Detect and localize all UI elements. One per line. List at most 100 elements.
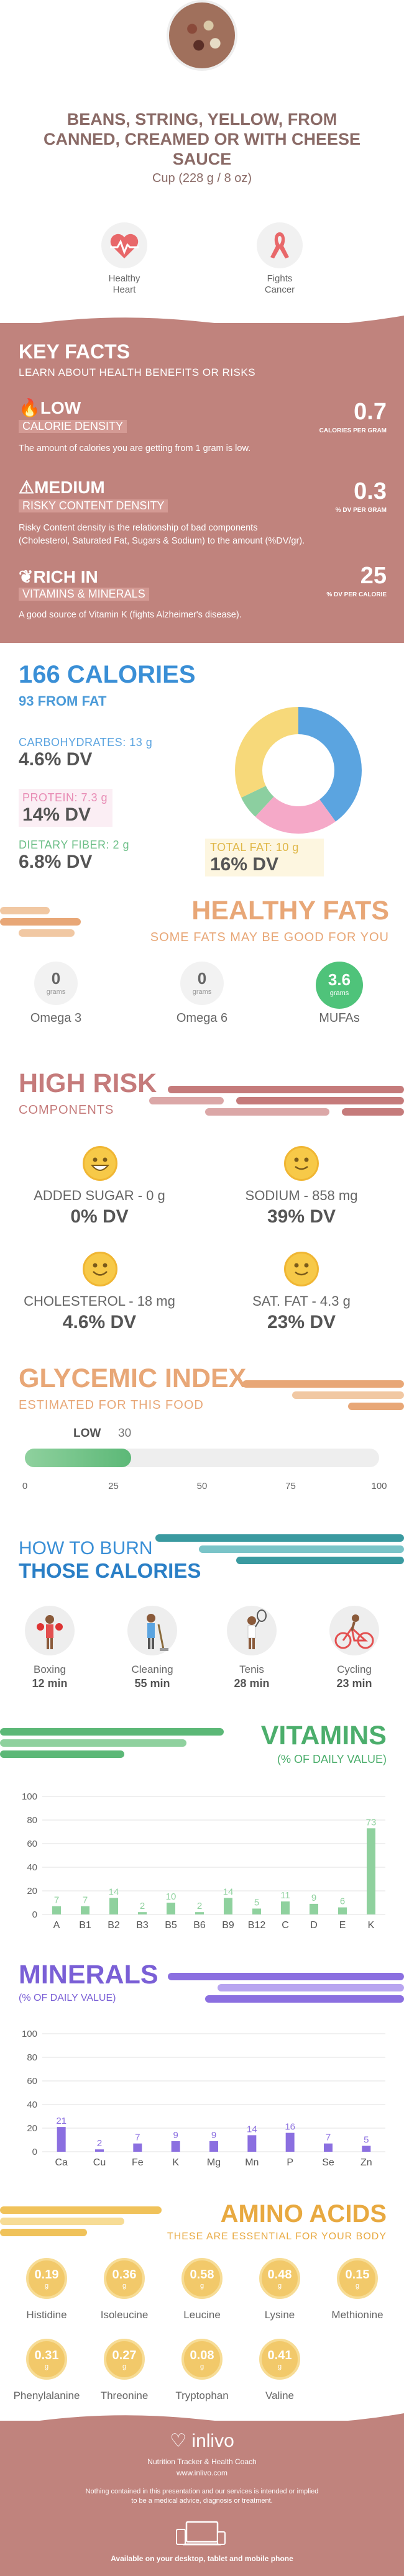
ribbon-icon xyxy=(257,222,303,268)
burn-time-cycling: 23 min xyxy=(336,1677,372,1690)
key-facts-wave xyxy=(0,316,404,329)
burn-label-cycling: Cycling xyxy=(337,1663,372,1675)
amino-unit: g xyxy=(44,2282,49,2290)
mineral-bar xyxy=(285,2132,295,2152)
amino-badge: 0.15 g xyxy=(337,2258,378,2299)
key-facts-subtitle: LEARN ABOUT HEALTH BENEFITS OR RISKS xyxy=(19,366,256,378)
devices-icon xyxy=(0,2518,404,2552)
vitamin-value-label: 14 xyxy=(109,1886,119,1897)
decor-stripe xyxy=(0,2206,162,2214)
key-fact-unit-2: % DV PER GRAM xyxy=(335,507,387,514)
tennis-icon xyxy=(227,1606,277,1655)
burn-time-boxing: 12 min xyxy=(32,1677,68,1690)
amino-value: 0.27 xyxy=(112,2349,137,2362)
footer-url[interactable]: www.inlivo.com xyxy=(176,2469,228,2477)
mineral-ytick: 100 xyxy=(22,2029,37,2039)
mineral-value-label: 16 xyxy=(285,2122,295,2132)
mineral-value-label: 7 xyxy=(326,2132,331,2143)
amino-badge: 0.08 g xyxy=(181,2339,223,2380)
vitamin-ytick: 60 xyxy=(27,1839,37,1849)
vitamin-bar xyxy=(195,1912,204,1914)
vitamin-category-label: B9 xyxy=(222,1920,234,1931)
vitamin-category-label: B2 xyxy=(108,1920,120,1931)
glycemic-tick: 25 xyxy=(108,1481,119,1491)
amino-subtitle: THESE ARE ESSENTIAL FOR YOUR BODY xyxy=(167,2231,387,2242)
key-fact-value-1: 0.7 xyxy=(354,399,387,425)
risk-dv-satfat: 23% DV xyxy=(267,1312,336,1332)
decor-stripe xyxy=(218,1984,404,1991)
mineral-category-label: Mg xyxy=(207,2157,221,2168)
mineral-ytick: 20 xyxy=(27,2123,37,2134)
glycemic-tick: 0 xyxy=(22,1481,28,1491)
key-fact-value-2: 0.3 xyxy=(354,478,387,504)
vitamin-category-label: C xyxy=(282,1920,289,1931)
amino-label: Tryptophan xyxy=(175,2390,229,2401)
serving-size: Cup (228 g / 8 oz) xyxy=(152,171,252,185)
mineral-bar xyxy=(247,2135,257,2152)
key-fact-label-3: VITAMINS & MINERALS xyxy=(19,588,149,601)
decor-stripe xyxy=(0,1750,124,1758)
key-fact-unit-3: % DV PER CALORIE xyxy=(326,591,387,598)
amino-unit: g xyxy=(355,2282,360,2290)
boxing-icon xyxy=(25,1606,75,1655)
fat-label-mufas: MUFAs xyxy=(319,1011,360,1025)
decor-stripe xyxy=(205,1108,329,1116)
nutrient-protein: PROTEIN: 7.3 g 14% DV xyxy=(19,789,113,827)
minerals-title: MINERALS xyxy=(19,1960,158,1990)
vitamin-value-label: 2 xyxy=(140,1901,145,1911)
vitamin-category-label: B1 xyxy=(79,1920,91,1931)
smiley-icon xyxy=(83,1146,117,1181)
vitamin-bar xyxy=(167,1903,175,1914)
vitamin-ytick: 80 xyxy=(27,1815,37,1826)
mineral-ytick: 60 xyxy=(27,2076,37,2087)
calories-donut-chart xyxy=(235,707,362,834)
mineral-category-label: Cu xyxy=(93,2157,106,2168)
mineral-value-label: 5 xyxy=(364,2135,369,2146)
icon-label-cancer: Fights Cancer xyxy=(264,273,295,295)
key-fact-level-2: ⚠MEDIUM xyxy=(19,478,105,497)
mineral-category-label: Mn xyxy=(245,2157,259,2168)
key-fact-desc-1: The amount of calories you are getting f… xyxy=(19,444,251,453)
decor-stripe xyxy=(19,929,75,937)
fat-label-omega3: Omega 3 xyxy=(30,1011,82,1025)
risk-label-satfat: SAT. FAT - 4.3 g xyxy=(252,1293,351,1309)
amino-badge: 0.27 g xyxy=(104,2339,145,2380)
glycemic-subtitle: ESTIMATED FOR THIS FOOD xyxy=(19,1398,204,1412)
vitamin-value-label: 7 xyxy=(83,1895,88,1906)
vitamin-bar xyxy=(52,1906,61,1914)
cleaning-icon xyxy=(127,1606,177,1655)
icon-label-heart: Healthy Heart xyxy=(108,273,140,295)
amino-unit: g xyxy=(200,2363,204,2370)
amino-unit: g xyxy=(277,2282,282,2290)
smiley-icon xyxy=(83,1252,117,1286)
vitamin-category-label: A xyxy=(53,1920,60,1931)
amino-unit: g xyxy=(122,2282,127,2290)
key-fact-label-1: CALORIE DENSITY xyxy=(19,420,127,433)
fat-badge-mufas: 3.6 grams xyxy=(316,962,363,1009)
glycemic-value: 30 xyxy=(118,1427,132,1440)
decor-stripe xyxy=(0,2218,124,2225)
decor-stripe xyxy=(149,1097,224,1104)
decor-stripe xyxy=(0,2229,87,2236)
key-fact-desc-2: Risky Content density is the relationshi… xyxy=(19,523,305,546)
risk-dv-sodium: 39% DV xyxy=(267,1206,336,1227)
mineral-value-label: 21 xyxy=(56,2116,67,2126)
vitamin-bar xyxy=(252,1908,261,1914)
vitamin-category-label: B12 xyxy=(248,1920,266,1931)
minerals-subtitle: (% OF DAILY VALUE) xyxy=(19,1993,116,2003)
vitamin-bar xyxy=(338,1907,347,1914)
decor-stripe xyxy=(205,1995,404,2003)
vitamin-ytick: 100 xyxy=(22,1791,37,1802)
amino-value: 0.48 xyxy=(267,2268,292,2282)
risk-dv-sugar: 0% DV xyxy=(70,1206,129,1227)
minerals-chart: 0 20 40 60 80 100 21 Ca 2 Cu 7 Fe 9 K 9 Mg 14 Mn 16 P 7 Se 5 Zn xyxy=(22,2029,385,2168)
mineral-category-label: Fe xyxy=(132,2157,144,2168)
mineral-bar xyxy=(362,2146,371,2152)
vitamin-ytick: 0 xyxy=(32,1909,37,1920)
warning-icon: ⚠ xyxy=(19,478,35,497)
decor-stripe xyxy=(0,1739,186,1747)
amino-badge: 0.31 g xyxy=(26,2339,67,2380)
vitamin-category-label: B5 xyxy=(165,1920,177,1931)
glycemic-level: LOW xyxy=(73,1427,101,1440)
amino-badge: 0.48 g xyxy=(259,2258,300,2299)
